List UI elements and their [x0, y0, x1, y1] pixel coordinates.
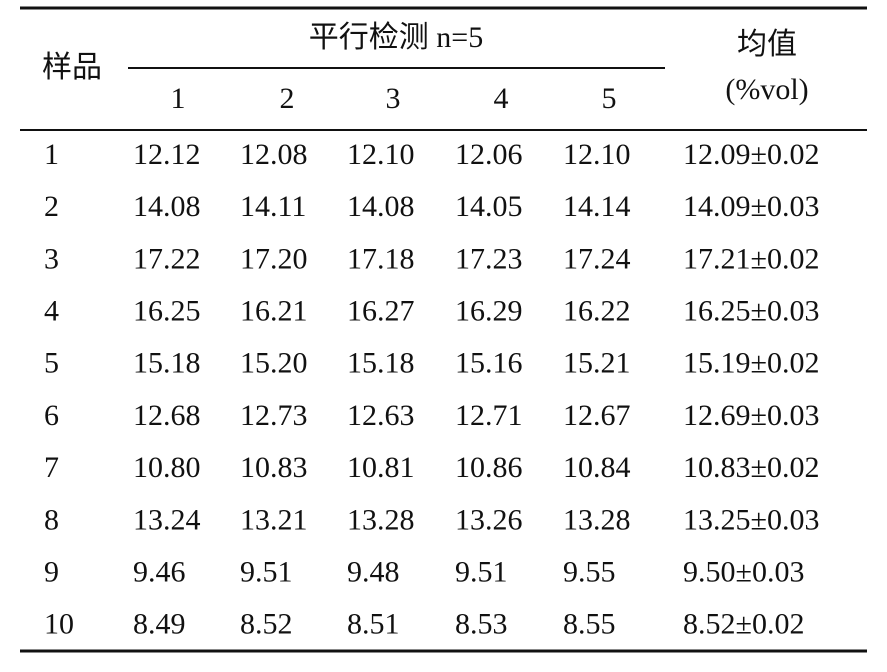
table-cell: 9.46	[133, 555, 186, 588]
table-cell: 8	[44, 503, 59, 536]
table-cell: 8.49	[133, 608, 186, 641]
table-cell: 17.18	[347, 242, 415, 275]
table-cell: 14.11	[240, 190, 306, 223]
table-cell: 9	[44, 555, 59, 588]
table-cell: 15.16	[455, 347, 523, 380]
table-cell: 12.63	[347, 399, 415, 432]
table-cell: 14.09±0.03	[683, 190, 819, 223]
table-cell: 5	[44, 347, 59, 380]
table-cell: 17.20	[240, 242, 308, 275]
table-cell: 12.12	[133, 138, 201, 171]
table-cell: 3	[44, 242, 59, 275]
table-cell: 17.22	[133, 242, 201, 275]
header-cell: 1	[171, 82, 186, 115]
table-cell: 17.24	[563, 242, 631, 275]
table-cell: 16.21	[240, 294, 308, 327]
table-cell: 10.80	[133, 451, 201, 484]
table-cell: 9.50±0.03	[683, 555, 804, 588]
table-cell: 12.06	[455, 138, 523, 171]
table-cell: 17.21±0.02	[683, 242, 819, 275]
table-cell: 8.52	[240, 608, 293, 641]
table-cell: 8.52±0.02	[683, 608, 804, 641]
table-cell: 9.51	[455, 555, 508, 588]
table-cell: 10.84	[563, 451, 631, 484]
table-cell: 14.05	[455, 190, 523, 223]
table-cell: 10.86	[455, 451, 523, 484]
table-cell: 13.25±0.03	[683, 503, 819, 536]
table-cell: 16.25	[133, 294, 201, 327]
table-cell: 13.24	[133, 503, 201, 536]
table-cell: 6	[44, 399, 59, 432]
table-cell: 10.83	[240, 451, 308, 484]
table-cell: 15.19±0.02	[683, 347, 819, 380]
header-cell: 5	[602, 82, 617, 115]
table-cell: 12.10	[347, 138, 415, 171]
header-cell: (%vol)	[725, 73, 808, 106]
table-cell: 9.55	[563, 555, 616, 588]
table-cell: 12.71	[455, 399, 523, 432]
table-cell: 1	[44, 138, 59, 171]
table-cell: 10.83±0.02	[683, 451, 819, 484]
table-cell: 8.53	[455, 608, 508, 641]
table-cell: 12.09±0.02	[683, 138, 819, 171]
header-cell: 4	[494, 82, 509, 115]
table-cell: 9.51	[240, 555, 293, 588]
header-cell: 平行检测 n=5	[309, 21, 483, 54]
table-cell: 16.25±0.03	[683, 294, 819, 327]
table-cell: 12.67	[563, 399, 631, 432]
table-cell: 15.18	[347, 347, 415, 380]
table-cell: 4	[44, 294, 59, 327]
table-cell: 15.21	[563, 347, 631, 380]
table-cell: 15.20	[240, 347, 308, 380]
table-cell: 14.14	[563, 190, 631, 223]
header-cell: 3	[386, 82, 401, 115]
header-cell: 2	[280, 82, 295, 115]
table-cell: 10	[44, 608, 74, 641]
table-cell: 9.48	[347, 555, 400, 588]
table-cell: 12.68	[133, 399, 201, 432]
table-cell: 12.73	[240, 399, 308, 432]
header-cell: 样品	[42, 51, 102, 84]
table-cell: 16.29	[455, 294, 523, 327]
table-cell: 12.10	[563, 138, 631, 171]
table-cell: 14.08	[133, 190, 201, 223]
table-cell: 2	[44, 190, 59, 223]
table-cell: 10.81	[347, 451, 415, 484]
header-cell: 均值	[737, 28, 797, 61]
table-cell: 14.08	[347, 190, 415, 223]
table-cell: 8.55	[563, 608, 616, 641]
table-cell: 16.27	[347, 294, 415, 327]
table-cell: 13.28	[563, 503, 631, 536]
table-cell: 12.69±0.03	[683, 399, 819, 432]
table-cell: 8.51	[347, 608, 400, 641]
table-cell: 7	[44, 451, 59, 484]
table-cell: 16.22	[563, 294, 631, 327]
table-cell: 12.08	[240, 138, 308, 171]
table-cell: 13.28	[347, 503, 415, 536]
table-cell: 17.23	[455, 242, 523, 275]
table-cell: 13.26	[455, 503, 523, 536]
table-cell: 13.21	[240, 503, 308, 536]
table-cell: 15.18	[133, 347, 201, 380]
